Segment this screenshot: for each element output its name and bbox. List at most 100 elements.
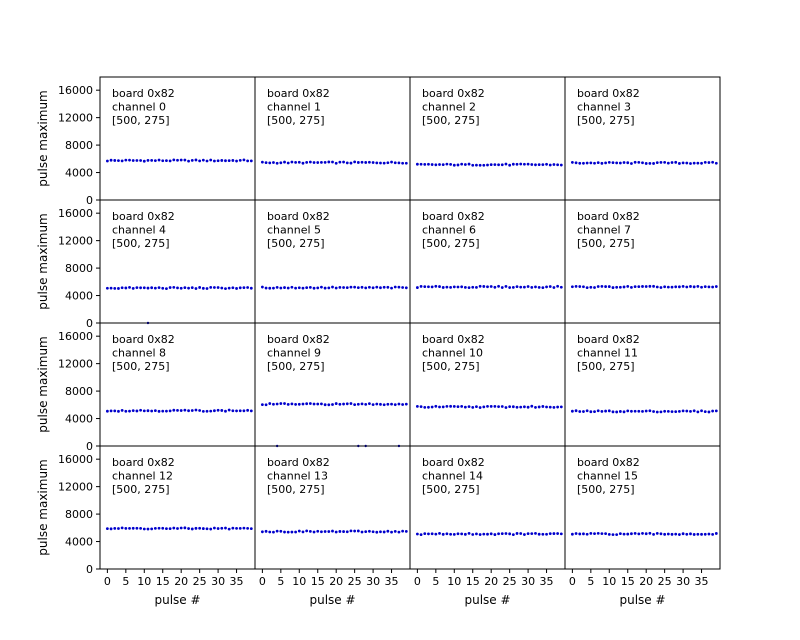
data-point [190,409,194,412]
data-point [475,163,478,167]
data-point [471,285,475,289]
data-point [666,285,670,289]
data-point [128,285,131,289]
data-point [611,286,615,289]
channel-label: channel 2 [422,101,476,114]
data-point [382,530,386,534]
data-point [323,286,327,290]
board-label: board 0x82 [112,210,175,223]
data-point [139,408,143,412]
data-point [345,161,349,165]
data-point [478,406,482,409]
data-point [246,408,250,412]
data-point [120,286,124,290]
data-point [600,285,604,288]
data-point [320,530,323,534]
data-point [526,405,530,409]
data-point [430,163,434,166]
data-point [593,410,596,414]
data-point [312,530,316,534]
channel-label: channel 7 [577,224,631,237]
data-point [386,161,390,165]
x-tick-label: 0 [259,575,266,588]
data-point [176,408,179,412]
data-point [703,160,707,164]
data-point [537,285,541,289]
data-point [604,285,607,288]
data-point [678,409,681,413]
data-point [607,160,611,164]
data-point [552,286,556,289]
subplot-frame [564,445,721,570]
data-point [630,532,633,536]
data-point [511,533,515,537]
data-point [559,532,563,536]
data-point [618,285,622,289]
data-point [379,161,382,165]
data-point [504,284,508,288]
x-tick-label: 10 [292,575,306,588]
data-point [670,532,674,536]
data-point [375,530,379,534]
data-point [689,532,692,536]
data-point [390,286,393,290]
data-point [471,533,475,536]
data-point [393,529,397,533]
data-point [142,286,146,290]
data-point [338,530,342,533]
data-point [559,285,563,289]
data-point [678,285,681,289]
range-label: [500, 275] [267,483,325,496]
data-point [548,532,552,536]
data-point [397,402,401,406]
data-point [131,159,135,162]
data-point [368,285,371,289]
data-point [150,158,154,162]
data-point [541,163,545,167]
data-point [589,285,593,289]
range-label: [500, 275] [422,114,480,127]
data-point [290,530,294,534]
data-point [260,160,264,164]
x-tick-label: 5 [432,575,439,588]
data-point [379,286,382,290]
data-point [423,532,427,536]
data-point [198,409,202,412]
range-label: [500, 275] [112,114,170,127]
data-point [441,532,445,536]
data-point [172,526,176,530]
data-point [316,286,320,290]
x-tick-label: 15 [311,575,325,588]
data-point [692,161,696,165]
data-point [283,402,286,405]
data-point [349,161,353,165]
data-point [316,161,320,164]
data-point [371,403,375,406]
data-point [286,403,290,406]
data-point [320,161,323,164]
data-point [519,162,523,166]
board-label: board 0x82 [422,87,485,100]
data-point [327,286,331,290]
y-tick-label: 12000 [58,481,93,494]
data-point [689,410,692,413]
range-label: [500, 275] [112,360,170,373]
data-point [452,285,456,289]
y-axis-label: pulse maximum [36,213,50,309]
data-point [419,405,423,409]
data-point [674,285,678,289]
data-point [194,158,198,162]
data-point [637,160,641,164]
data-point [504,162,508,166]
data-point [441,405,445,409]
x-tick-label: 10 [137,575,151,588]
data-point [552,532,556,535]
data-point [530,532,534,535]
data-point [674,160,678,164]
data-point [297,160,301,164]
data-point [113,159,117,162]
data-point [323,530,327,533]
data-point [703,285,707,289]
